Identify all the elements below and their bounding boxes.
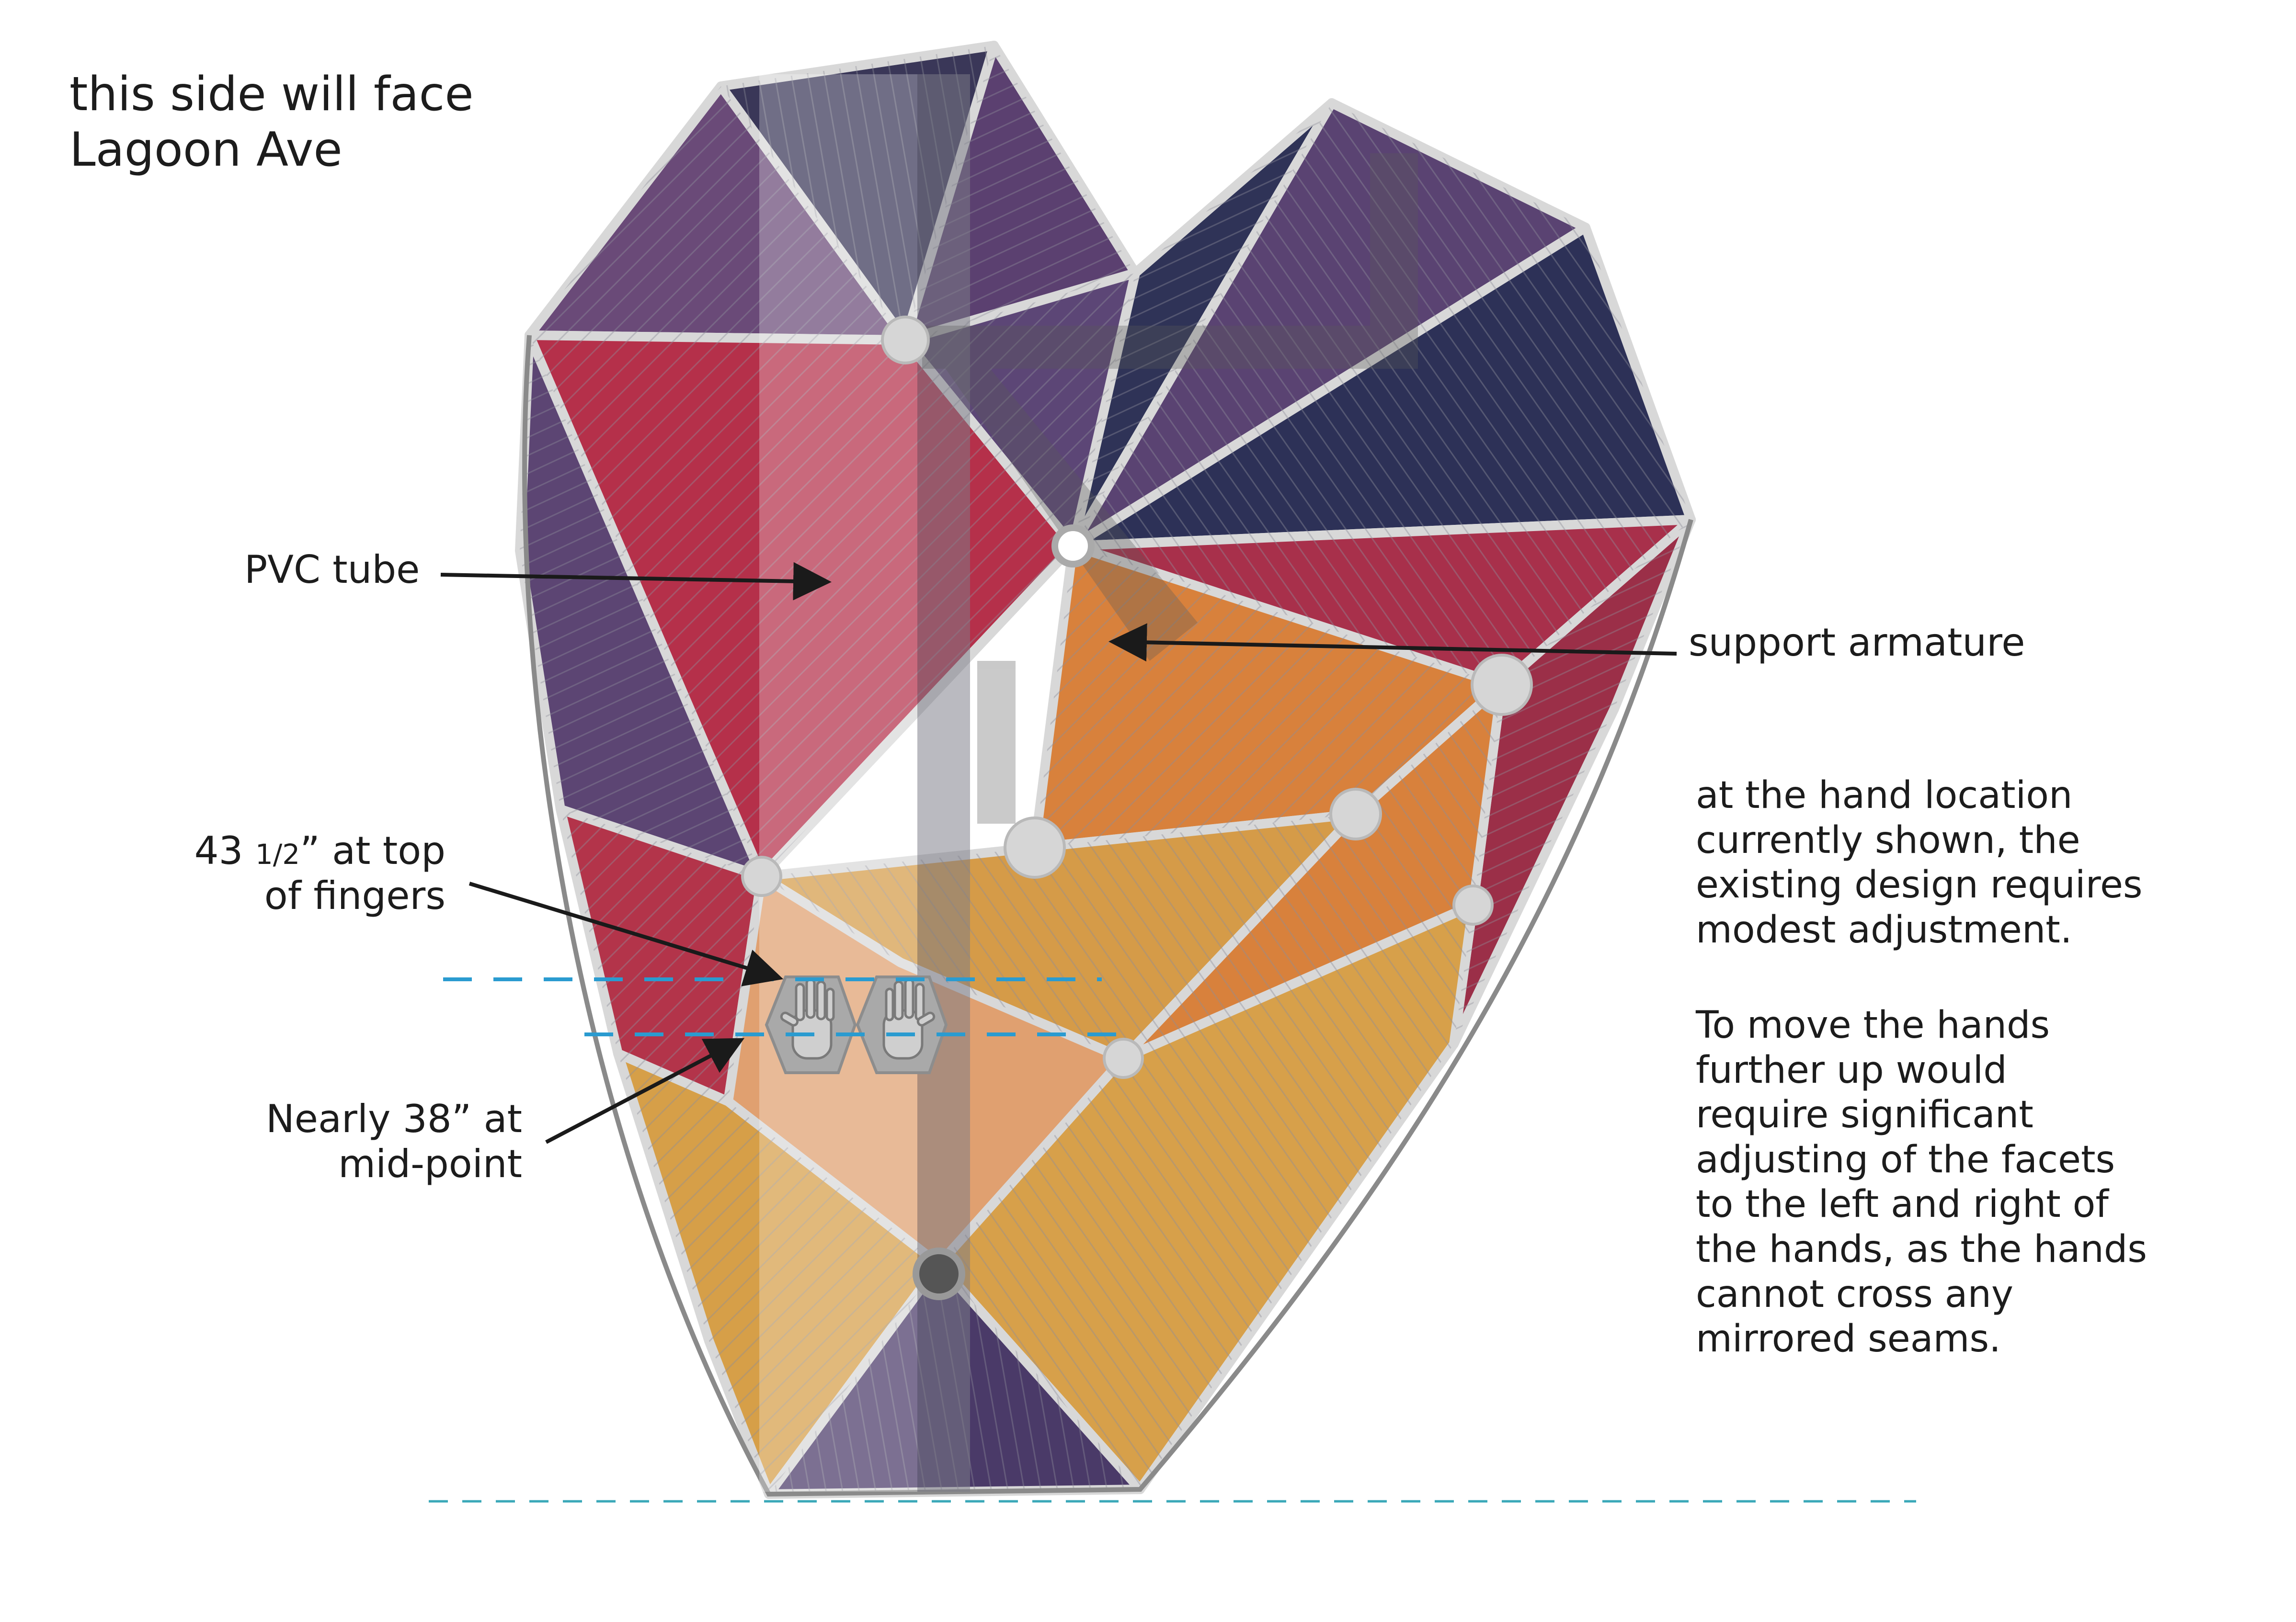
joint-hand-right (1103, 1038, 1144, 1079)
label-midpoint: Nearly 38” at mid-point (220, 1097, 522, 1187)
armature-joints (741, 316, 1533, 1300)
joint-bottom (913, 1248, 965, 1300)
joint-mid-right (1329, 788, 1382, 840)
fingers-top-value: 43 (194, 828, 243, 873)
support-armature (922, 153, 1418, 824)
callout-arrows (440, 562, 1677, 1144)
heading: this side will face Lagoon Ave (69, 67, 474, 178)
note1-line: currently shown, the (1696, 818, 2080, 862)
facet-hatching (520, 45, 1691, 1494)
note2-line: adjusting of the facets (1696, 1138, 2115, 1181)
joint-center (1051, 524, 1095, 567)
note2-line: to the left and right of (1696, 1183, 2109, 1226)
midpoint-line1: Nearly 38” at (265, 1097, 522, 1141)
heading-line1: this side will face (69, 67, 474, 122)
joint-left (741, 856, 782, 897)
joint-top (881, 316, 930, 364)
midpoint-line2: mid-point (338, 1142, 522, 1187)
arrow-icon (468, 882, 784, 987)
note1-line: at the hand location (1696, 774, 2073, 817)
fingers-top-rest: ” at top (300, 828, 445, 873)
note2-line: mirrored seams. (1696, 1317, 2001, 1361)
note2-line: the hands, as the hands (1696, 1227, 2148, 1271)
label-fingers-top: 43 1/2” at top of fingers (158, 828, 445, 919)
note2-line: cannot cross any (1696, 1272, 2014, 1316)
fingers-top-fraction: 1/2 (255, 838, 300, 871)
sculpture-outline (522, 335, 1693, 1497)
note2-line: require significant (1696, 1093, 2033, 1137)
note2-line: further up would (1696, 1048, 2007, 1092)
fingers-top-line2: of fingers (264, 873, 445, 919)
joint-right-lower (1452, 885, 1494, 926)
note-move-hands: To move the hands further up would requi… (1696, 1003, 2147, 1362)
arrow-icon (545, 1038, 745, 1144)
label-pvc-tube: PVC tube (244, 547, 420, 592)
label-support-armature: support armature (1689, 620, 2025, 665)
note-hand-location: at the hand location currently shown, th… (1696, 773, 2143, 953)
arrow-icon (440, 562, 832, 601)
joint-mid (1004, 817, 1066, 879)
note1-line: existing design requires (1696, 863, 2143, 907)
joint-right-upper (1471, 654, 1533, 716)
heading-line2: Lagoon Ave (69, 122, 343, 177)
note1-line: modest adjustment. (1696, 908, 2072, 952)
arrow-icon (1108, 623, 1677, 662)
note2-line: To move the hands (1696, 1004, 2050, 1047)
